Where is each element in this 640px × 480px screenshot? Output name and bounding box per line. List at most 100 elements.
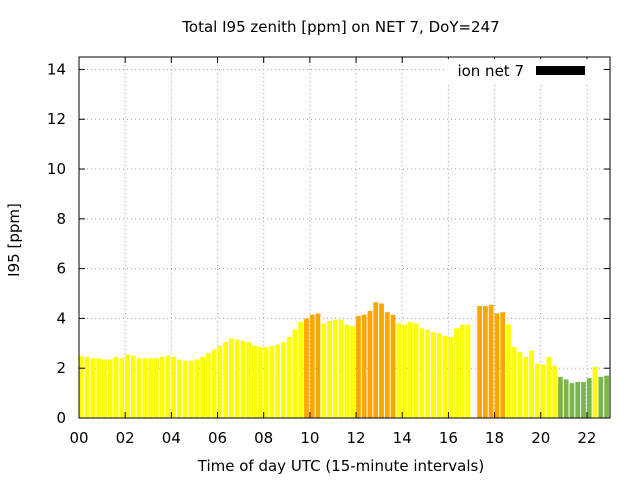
bar — [367, 310, 373, 418]
bar — [165, 355, 171, 418]
bar — [315, 313, 321, 418]
bar — [148, 358, 153, 418]
bar — [102, 359, 107, 418]
y-tick-label: 10 — [47, 160, 66, 178]
bar — [246, 342, 252, 418]
bar — [332, 319, 338, 418]
bar-layer — [79, 302, 609, 418]
x-tick-label: 06 — [208, 429, 227, 447]
x-tick-label: 00 — [69, 429, 88, 447]
x-tick-label: 14 — [393, 429, 412, 447]
bar — [177, 359, 182, 418]
bar — [200, 357, 205, 418]
x-tick-label: 10 — [300, 429, 319, 447]
bar — [407, 322, 413, 418]
bar — [540, 364, 546, 418]
bar — [130, 355, 136, 418]
bar — [159, 357, 165, 418]
bar — [205, 353, 211, 418]
bar — [90, 358, 96, 418]
bar — [459, 324, 465, 418]
x-tick-label: 22 — [577, 429, 596, 447]
bar — [136, 358, 142, 418]
bar — [390, 314, 396, 418]
y-tick-label: 14 — [47, 60, 66, 78]
plot-frame — [78, 56, 611, 419]
legend-swatch — [536, 66, 585, 75]
bar — [107, 359, 113, 418]
bar — [448, 337, 454, 418]
bar — [194, 359, 200, 418]
y-tick-label: 8 — [56, 210, 66, 228]
bar — [396, 323, 402, 418]
bar — [234, 339, 240, 418]
chart-title: Total I95 zenith [ppm] on NET 7, DoY=247 — [181, 18, 499, 36]
x-tick-label: 12 — [346, 429, 365, 447]
bar — [223, 342, 229, 418]
bar — [436, 333, 442, 418]
bar — [563, 379, 569, 418]
bar — [79, 355, 84, 418]
bar — [257, 347, 263, 418]
bar — [425, 329, 431, 418]
bar — [402, 324, 407, 418]
bar — [379, 303, 384, 418]
bar — [454, 328, 459, 418]
bar — [477, 305, 482, 418]
bar — [309, 314, 315, 418]
bar — [517, 352, 523, 418]
bar — [500, 312, 506, 418]
bar — [298, 322, 304, 418]
legend: ion net 7 — [446, 59, 602, 83]
x-tick-label: 20 — [531, 429, 550, 447]
bar — [327, 320, 332, 418]
y-tick-label: 2 — [56, 359, 66, 377]
bar — [598, 376, 604, 418]
bar — [338, 319, 344, 418]
bar — [384, 312, 390, 418]
bar — [125, 354, 130, 418]
bar — [511, 347, 517, 418]
y-tick-label: 6 — [56, 260, 66, 278]
bar — [488, 304, 494, 418]
bar — [119, 358, 125, 418]
bar — [350, 325, 356, 418]
bar — [361, 314, 367, 418]
y-axis-label: I95 [ppm] — [5, 203, 23, 277]
bar — [413, 323, 419, 418]
bar — [142, 358, 148, 418]
bar — [581, 381, 586, 418]
bar — [182, 360, 188, 418]
bar — [356, 315, 361, 418]
x-tick-label: 18 — [485, 429, 504, 447]
bar — [442, 335, 448, 418]
bar — [604, 375, 609, 418]
bar — [229, 338, 234, 418]
bar — [269, 345, 275, 418]
bar — [188, 360, 194, 418]
bar — [275, 344, 280, 418]
bar — [252, 345, 257, 418]
bar — [592, 366, 598, 418]
bar — [419, 328, 425, 418]
bar — [154, 358, 159, 418]
x-tick-label: 02 — [116, 429, 135, 447]
bar — [534, 363, 540, 418]
bar — [281, 342, 286, 418]
bar — [529, 350, 534, 418]
bar — [96, 358, 102, 418]
y-tick-label: 0 — [56, 409, 66, 427]
bar — [286, 337, 292, 418]
bar — [569, 383, 575, 418]
bar — [558, 376, 563, 418]
bar — [465, 324, 471, 418]
bar — [171, 357, 177, 418]
bar — [552, 365, 558, 418]
bar — [373, 302, 379, 418]
bar — [113, 357, 119, 418]
bar — [321, 323, 327, 418]
bar — [494, 313, 500, 418]
bar — [84, 357, 90, 418]
